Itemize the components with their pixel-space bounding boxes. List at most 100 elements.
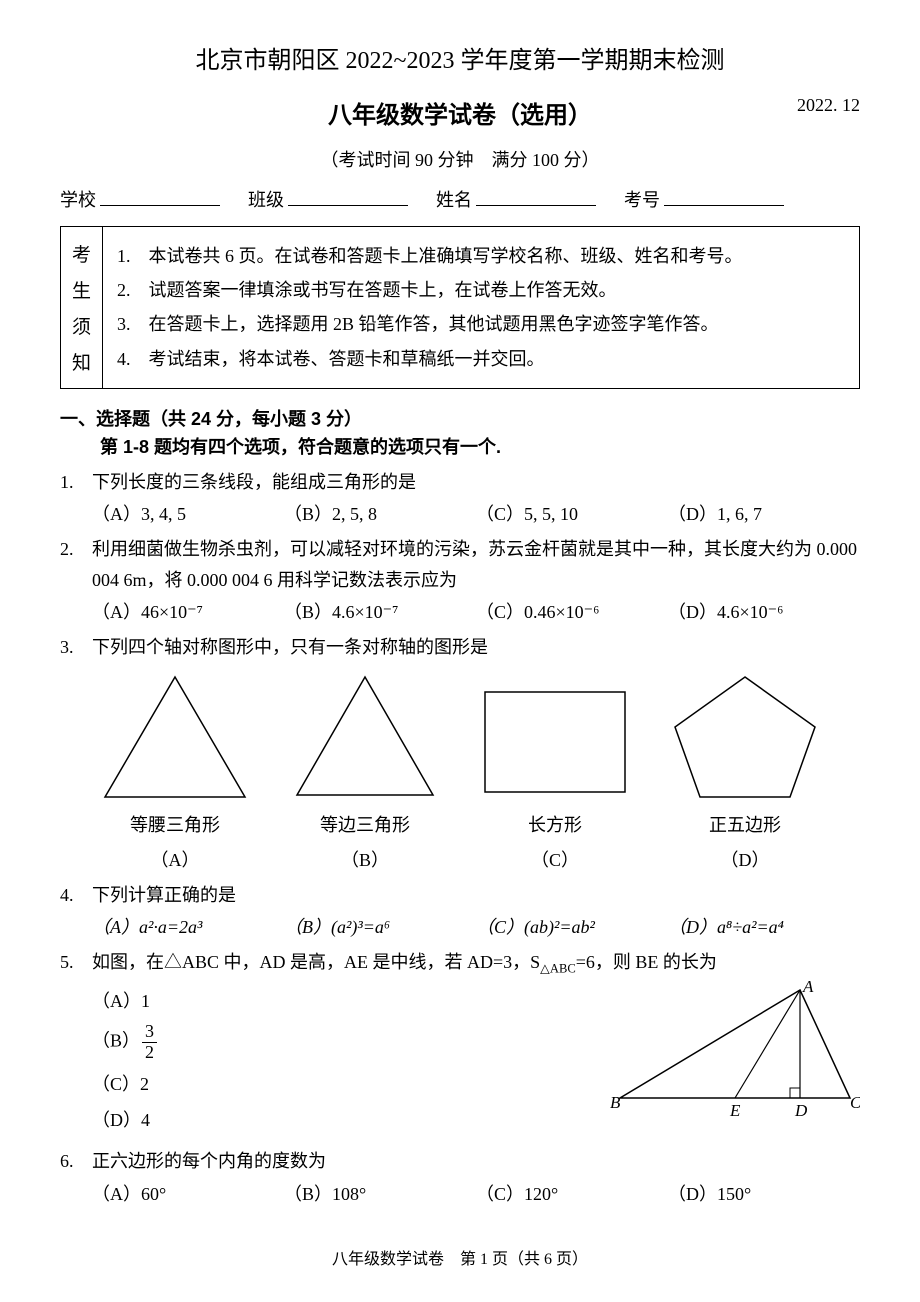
q1-num: 1. bbox=[60, 467, 92, 498]
subtitle-row: 八年级数学试卷（选用） 2022. 12 bbox=[60, 95, 860, 130]
label-B: B bbox=[610, 1093, 621, 1112]
q4-opt-a: （A）a²·a=2a³ bbox=[92, 912, 284, 943]
q4-opt-b: （B）(a²)³=a⁶ bbox=[284, 912, 476, 943]
notice-item: 4. 考试结束，将本试卷、答题卡和草稿纸一并交回。 bbox=[117, 342, 845, 376]
equilateral-triangle-icon bbox=[290, 672, 440, 802]
question-2: 2. 利用细菌做生物杀虫剂，可以减轻对环境的污染，苏云金杆菌就是其中一种，其长度… bbox=[60, 534, 860, 628]
notice-body: 1. 本试卷共 6 页。在试卷和答题卡上准确填写学校名称、班级、姓名和考号。 2… bbox=[103, 227, 859, 388]
q3-num: 3. bbox=[60, 632, 92, 663]
fraction-3-2: 32 bbox=[142, 1022, 157, 1063]
q3-shape-b-letter: （B） bbox=[270, 845, 460, 876]
q4-opt-d: （D）a⁸÷a²=a⁴ bbox=[668, 912, 860, 943]
q3-shape-d-label: 正五边形 bbox=[650, 810, 840, 841]
identity-blanks: 学校 班级 姓名 考号 bbox=[60, 186, 860, 212]
q5-options: （A）1 （B）32 （C）2 （D）4 bbox=[92, 980, 610, 1142]
sub-title: 八年级数学试卷（选用） bbox=[328, 95, 592, 130]
question-1: 1. 下列长度的三条线段，能组成三角形的是 （A）3, 4, 5 （B）2, 5… bbox=[60, 467, 860, 530]
blank-id-line bbox=[664, 187, 784, 206]
pentagon-icon bbox=[670, 672, 820, 802]
q4-options: （A）a²·a=2a³ （B）(a²)³=a⁶ （C）(ab)²=ab² （D）… bbox=[92, 912, 860, 943]
q1-opt-a: （A）3, 4, 5 bbox=[92, 499, 284, 530]
notice-side-char: 知 bbox=[72, 348, 91, 375]
q5-text-sub: △ABC bbox=[540, 961, 576, 975]
q5-opt-b: （B）32 bbox=[92, 1022, 610, 1063]
q2-opt-a: （A）46×10⁻⁷ bbox=[92, 597, 284, 628]
page-footer: 八年级数学试卷 第 1 页（共 6 页） bbox=[60, 1245, 860, 1269]
blank-class-line bbox=[288, 187, 408, 206]
q3-shape-c-label: 长方形 bbox=[460, 810, 650, 841]
q6-opt-c: （C）120° bbox=[476, 1179, 668, 1210]
q4-text: 下列计算正确的是 bbox=[92, 880, 860, 911]
q5-figure: A B C E D bbox=[610, 980, 860, 1142]
blank-class-label: 班级 bbox=[248, 186, 284, 212]
q3-shape-d-letter: （D） bbox=[650, 845, 840, 876]
q5-opt-c: （C）2 bbox=[92, 1069, 610, 1100]
label-C: C bbox=[850, 1093, 860, 1112]
blank-name: 姓名 bbox=[436, 186, 600, 212]
exam-page: 北京市朝阳区 2022~2023 学年度第一学期期末检测 八年级数学试卷（选用）… bbox=[0, 0, 920, 1299]
q3-shape-b: 等边三角形 （B） bbox=[270, 672, 460, 875]
q3-text: 下列四个轴对称图形中，只有一条对称轴的图形是 bbox=[92, 632, 860, 663]
notice-item: 3. 在答题卡上，选择题用 2B 铅笔作答，其他试题用黑色字迹签字笔作答。 bbox=[117, 307, 845, 341]
q3-shape-a-label: 等腰三角形 bbox=[80, 810, 270, 841]
label-D: D bbox=[794, 1101, 808, 1120]
q3-shape-a: 等腰三角形 （A） bbox=[80, 672, 270, 875]
frac-num: 3 bbox=[142, 1022, 157, 1043]
blank-id: 考号 bbox=[624, 186, 788, 212]
q5-text-suffix: =6，则 BE 的长为 bbox=[576, 952, 717, 972]
blank-school-label: 学校 bbox=[60, 186, 96, 212]
notice-side-char: 须 bbox=[72, 312, 91, 339]
notice-side: 考 生 须 知 bbox=[61, 227, 103, 388]
q2-opt-d: （D）4.6×10⁻⁶ bbox=[668, 597, 860, 628]
question-6: 6. 正六边形的每个内角的度数为 （A）60° （B）108° （C）120° … bbox=[60, 1146, 860, 1209]
section1-note: 第 1-8 题均有四个选项，符合题意的选项只有一个. bbox=[100, 433, 860, 459]
main-title: 北京市朝阳区 2022~2023 学年度第一学期期末检测 bbox=[60, 40, 860, 75]
q3-shapes-row: 等腰三角形 （A） 等边三角形 （B） 长方形 （C） bbox=[80, 672, 840, 875]
q5-text: 如图，在△ABC 中，AD 是高，AE 是中线，若 AD=3，S△ABC=6，则… bbox=[92, 947, 860, 980]
q1-text: 下列长度的三条线段，能组成三角形的是 bbox=[92, 467, 860, 498]
triangle-abc-icon: A B C E D bbox=[610, 980, 860, 1125]
q6-opt-a: （A）60° bbox=[92, 1179, 284, 1210]
q6-num: 6. bbox=[60, 1146, 92, 1177]
label-A: A bbox=[802, 980, 814, 996]
q6-opt-b: （B）108° bbox=[284, 1179, 476, 1210]
q5-text-prefix: 如图，在△ABC 中，AD 是高，AE 是中线，若 AD=3，S bbox=[92, 952, 540, 972]
q5-opt-d: （D）4 bbox=[92, 1105, 610, 1136]
q4-opt-c: （C）(ab)²=ab² bbox=[476, 912, 668, 943]
isoceles-triangle-icon bbox=[100, 672, 250, 802]
notice-box: 考 生 须 知 1. 本试卷共 6 页。在试卷和答题卡上准确填写学校名称、班级、… bbox=[60, 226, 860, 389]
exam-date: 2022. 12 bbox=[797, 95, 860, 116]
q2-num: 2. bbox=[60, 534, 92, 595]
q2-opt-b: （B）4.6×10⁻⁷ bbox=[284, 597, 476, 628]
q1-opt-c: （C）5, 5, 10 bbox=[476, 499, 668, 530]
q6-opt-d: （D）150° bbox=[668, 1179, 860, 1210]
blank-school-line bbox=[100, 187, 220, 206]
question-4: 4. 下列计算正确的是 （A）a²·a=2a³ （B）(a²)³=a⁶ （C）(… bbox=[60, 880, 860, 943]
exam-info: （考试时间 90 分钟 满分 100 分） bbox=[60, 146, 860, 172]
blank-school: 学校 bbox=[60, 186, 224, 212]
blank-name-line bbox=[476, 187, 596, 206]
q3-shape-b-label: 等边三角形 bbox=[270, 810, 460, 841]
q3-shape-a-letter: （A） bbox=[80, 845, 270, 876]
q3-shape-c-letter: （C） bbox=[460, 845, 650, 876]
notice-item: 2. 试题答案一律填涂或书写在答题卡上，在试卷上作答无效。 bbox=[117, 273, 845, 307]
section1-title: 一、选择题（共 24 分，每小题 3 分） bbox=[60, 405, 860, 431]
q5-body-row: （A）1 （B）32 （C）2 （D）4 A B C E D bbox=[92, 980, 860, 1142]
notice-side-char: 考 bbox=[72, 240, 91, 267]
question-5: 5. 如图，在△ABC 中，AD 是高，AE 是中线，若 AD=3，S△ABC=… bbox=[60, 947, 860, 1142]
blank-class: 班级 bbox=[248, 186, 412, 212]
q1-opt-d: （D）1, 6, 7 bbox=[668, 499, 860, 530]
notice-item: 1. 本试卷共 6 页。在试卷和答题卡上准确填写学校名称、班级、姓名和考号。 bbox=[117, 239, 845, 273]
frac-den: 2 bbox=[142, 1043, 157, 1063]
q6-text: 正六边形的每个内角的度数为 bbox=[92, 1146, 860, 1177]
q5-opt-a: （A）1 bbox=[92, 986, 610, 1017]
q3-shape-d: 正五边形 （D） bbox=[650, 672, 840, 875]
q4-num: 4. bbox=[60, 880, 92, 911]
blank-id-label: 考号 bbox=[624, 186, 660, 212]
q1-opt-b: （B）2, 5, 8 bbox=[284, 499, 476, 530]
q2-opt-c: （C）0.46×10⁻⁶ bbox=[476, 597, 668, 628]
q3-shape-c: 长方形 （C） bbox=[460, 672, 650, 875]
notice-side-char: 生 bbox=[72, 276, 91, 303]
q1-options: （A）3, 4, 5 （B）2, 5, 8 （C）5, 5, 10 （D）1, … bbox=[92, 499, 860, 530]
q6-options: （A）60° （B）108° （C）120° （D）150° bbox=[92, 1179, 860, 1210]
